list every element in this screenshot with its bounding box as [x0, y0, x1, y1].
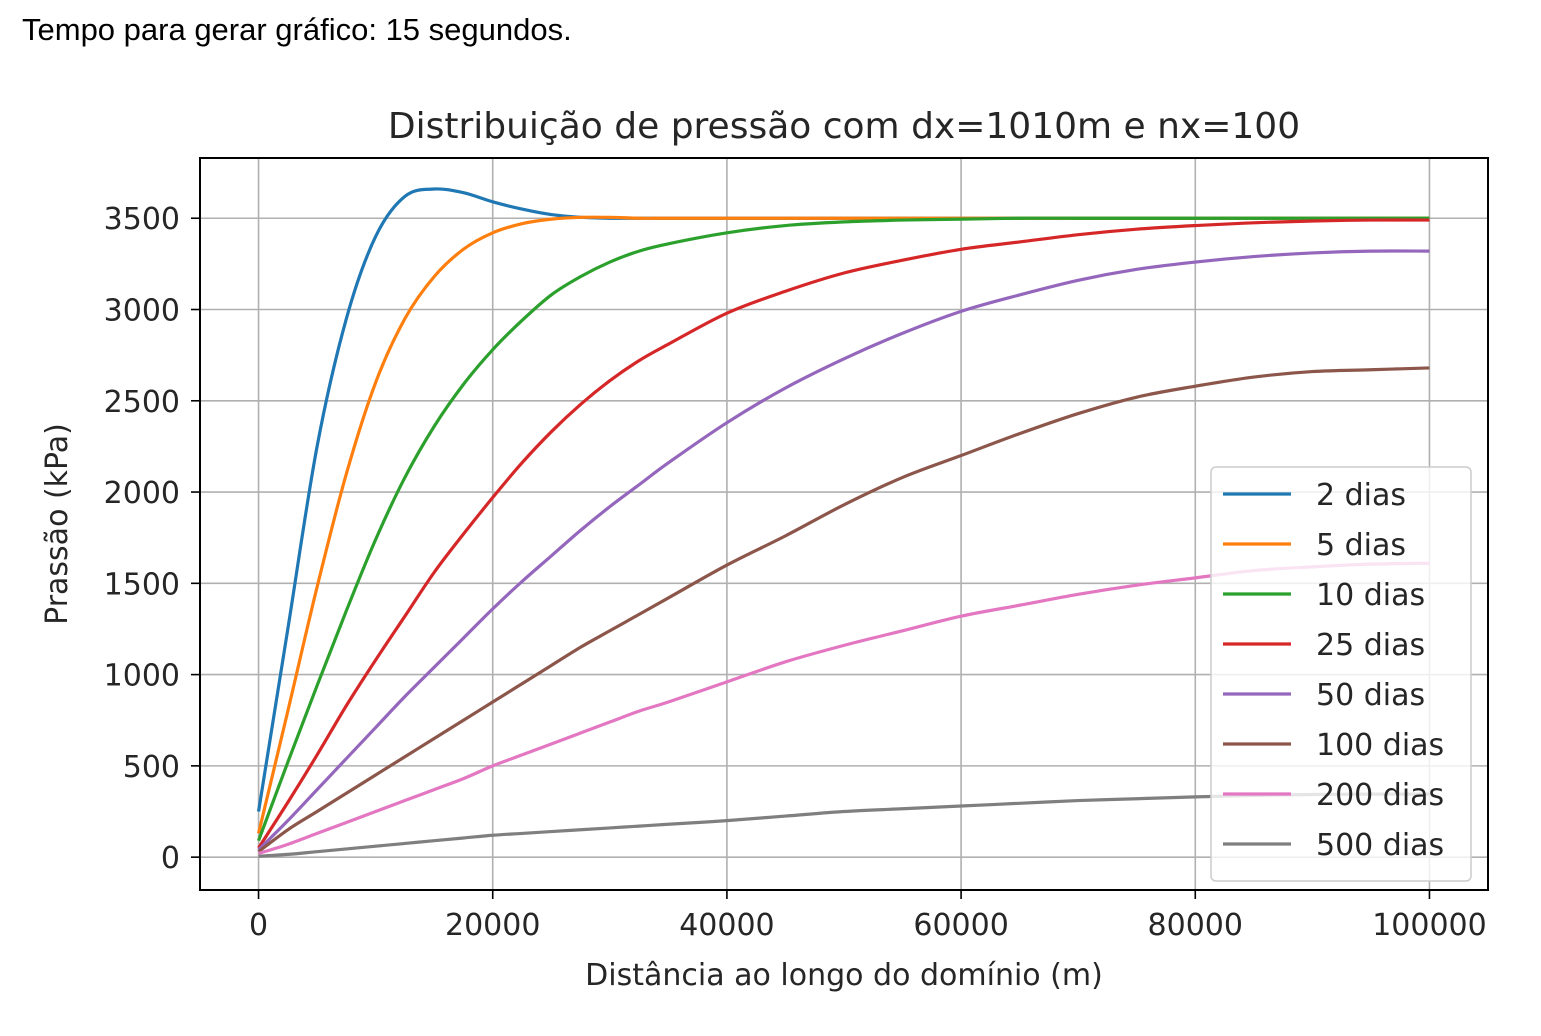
- y-tick-label: 2000: [104, 476, 180, 511]
- y-tick-label: 2500: [104, 385, 180, 420]
- page-caption: Tempo para gerar gráfico: 15 segundos.: [22, 12, 572, 47]
- x-tick-label: 0: [249, 908, 268, 943]
- y-tick-label: 0: [161, 841, 180, 876]
- series-lines: [256, 187, 1430, 858]
- y-tick-label: 1500: [104, 567, 180, 602]
- legend-label: 2 dias: [1316, 478, 1406, 513]
- x-tick-label: 20000: [445, 908, 540, 943]
- x-tick-label: 100000: [1372, 908, 1487, 943]
- series-line-500-dias: [258, 792, 1430, 858]
- legend-label: 100 dias: [1316, 728, 1444, 763]
- legend-label: 25 dias: [1316, 628, 1425, 663]
- legend-label: 5 dias: [1316, 528, 1406, 563]
- legend: 2 dias 5 dias 10 dias 25 dias 50 dias 100 dia…: [1210, 466, 1472, 882]
- plot-frame: [199, 157, 1489, 891]
- y-tick-label: 1000: [104, 659, 180, 694]
- y-tick-label: 3500: [104, 202, 180, 237]
- series-line-50-dias: [257, 249, 1430, 851]
- legend-label: 50 dias: [1316, 678, 1425, 713]
- x-axis-label: Distância ao longo do domínio (m): [585, 958, 1103, 993]
- y-axis-label: Prassão (kPa): [40, 423, 75, 625]
- series-line-10-dias: [257, 216, 1430, 842]
- y-tick-label: 3000: [104, 294, 180, 329]
- x-tick-label: 80000: [1148, 908, 1243, 943]
- x-tick-label: 60000: [913, 908, 1008, 943]
- series-line-200-dias: [258, 561, 1430, 856]
- legend-label: 200 dias: [1316, 778, 1444, 813]
- axis-ticks: 0 20000 40000 60000 80000 100000 0 500 1000 1500 2…: [104, 202, 1487, 943]
- x-tick-label: 40000: [679, 908, 774, 943]
- legend-label: 10 dias: [1316, 578, 1425, 613]
- series-line-100-dias: [257, 366, 1430, 853]
- y-tick-label: 500: [123, 750, 180, 785]
- legend-label: 500 dias: [1316, 828, 1444, 863]
- series-line-25-dias: [257, 218, 1430, 849]
- legend-box: [1210, 466, 1472, 882]
- chart-title: Distribuição de pressão com dx=1010m e n…: [388, 106, 1300, 147]
